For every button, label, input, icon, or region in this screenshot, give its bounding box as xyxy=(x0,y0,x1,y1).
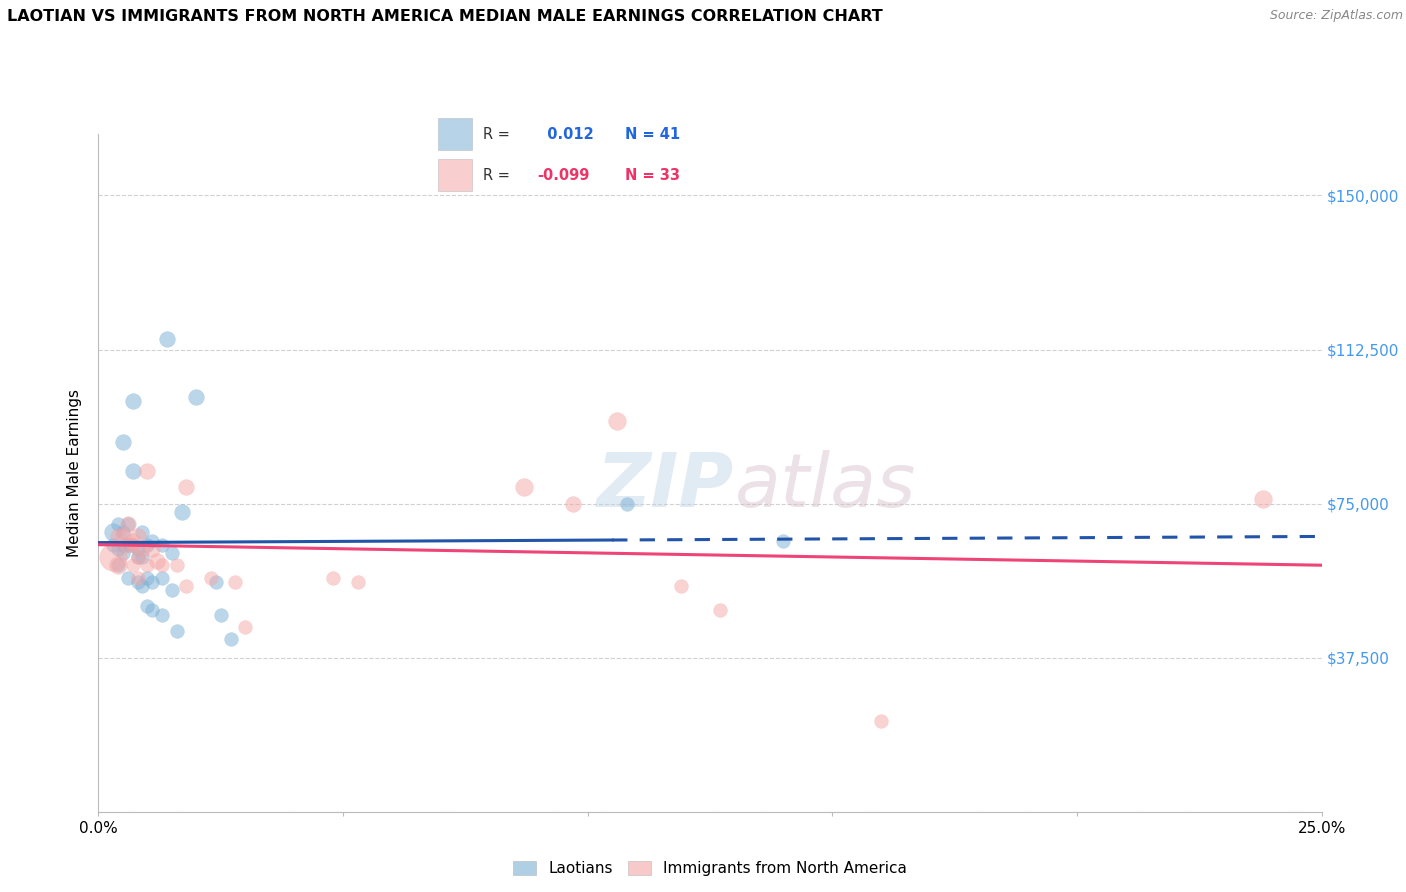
Point xyxy=(616,497,638,511)
Point xyxy=(121,538,143,552)
Point xyxy=(346,574,368,589)
Point xyxy=(117,538,139,552)
Point xyxy=(141,541,163,556)
Point xyxy=(562,497,585,511)
Point xyxy=(141,533,163,548)
Point xyxy=(772,533,794,548)
Point xyxy=(121,393,143,408)
Point xyxy=(117,538,139,552)
Point xyxy=(205,574,228,589)
Point xyxy=(136,538,159,552)
Point xyxy=(127,529,149,543)
Point xyxy=(150,558,173,573)
Point xyxy=(121,538,143,552)
Point xyxy=(107,517,129,532)
Text: Source: ZipAtlas.com: Source: ZipAtlas.com xyxy=(1270,9,1403,22)
Point xyxy=(127,574,149,589)
Point xyxy=(166,624,188,638)
FancyBboxPatch shape xyxy=(439,160,472,191)
Point xyxy=(111,546,134,560)
Point xyxy=(176,579,198,593)
Text: atlas: atlas xyxy=(734,450,915,523)
Point xyxy=(121,464,143,478)
Point xyxy=(101,538,124,552)
Point xyxy=(111,525,134,540)
Point xyxy=(117,517,139,532)
Point xyxy=(107,529,129,543)
Point xyxy=(127,541,149,556)
Point xyxy=(150,607,173,622)
Point xyxy=(127,549,149,564)
Point xyxy=(127,549,149,564)
Point xyxy=(131,525,153,540)
Text: 0.012: 0.012 xyxy=(537,127,593,142)
Text: -0.099: -0.099 xyxy=(537,168,589,183)
Point xyxy=(150,538,173,552)
Point xyxy=(111,529,134,543)
Point xyxy=(136,558,159,573)
Point xyxy=(107,558,129,573)
Point xyxy=(176,480,198,494)
Point xyxy=(136,570,159,584)
Point xyxy=(186,390,208,404)
Point xyxy=(117,517,139,532)
Point xyxy=(200,570,222,584)
Point xyxy=(156,332,179,346)
Point xyxy=(160,582,183,597)
Legend: Laotians, Immigrants from North America: Laotians, Immigrants from North America xyxy=(508,855,912,882)
Point xyxy=(107,558,129,573)
Text: N = 41: N = 41 xyxy=(626,127,681,142)
Point xyxy=(141,574,163,589)
Y-axis label: Median Male Earnings: Median Male Earnings xyxy=(67,389,83,557)
Point xyxy=(101,525,124,540)
Point xyxy=(131,549,153,564)
Point xyxy=(669,579,692,593)
Point xyxy=(111,538,134,552)
Point xyxy=(322,570,344,584)
Point xyxy=(121,558,143,573)
Text: R =: R = xyxy=(484,127,510,142)
Point xyxy=(166,558,188,573)
Point xyxy=(150,570,173,584)
Text: ZIP: ZIP xyxy=(598,450,734,523)
Point xyxy=(131,579,153,593)
Point xyxy=(117,570,139,584)
Point xyxy=(146,554,169,568)
Point xyxy=(107,541,129,556)
Point xyxy=(141,603,163,617)
Point xyxy=(127,570,149,584)
Point xyxy=(513,480,536,494)
Point xyxy=(160,546,183,560)
Point xyxy=(111,434,134,449)
Text: R =: R = xyxy=(484,168,510,183)
Point xyxy=(709,603,731,617)
Point xyxy=(170,505,193,519)
Point xyxy=(121,533,143,548)
Point xyxy=(209,607,232,622)
Point xyxy=(1251,492,1274,507)
Point xyxy=(136,599,159,614)
Point xyxy=(136,464,159,478)
Point xyxy=(219,632,242,647)
Point xyxy=(224,574,246,589)
Point xyxy=(233,620,256,634)
FancyBboxPatch shape xyxy=(439,119,472,150)
Text: LAOTIAN VS IMMIGRANTS FROM NORTH AMERICA MEDIAN MALE EARNINGS CORRELATION CHART: LAOTIAN VS IMMIGRANTS FROM NORTH AMERICA… xyxy=(7,9,883,24)
Point xyxy=(101,549,124,564)
Text: N = 33: N = 33 xyxy=(626,168,681,183)
Point xyxy=(870,714,893,729)
Point xyxy=(606,414,628,428)
Point xyxy=(131,541,153,556)
